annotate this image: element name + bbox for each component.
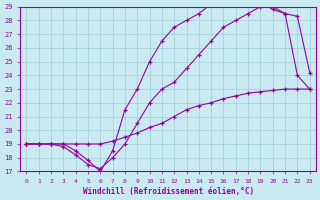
X-axis label: Windchill (Refroidissement éolien,°C): Windchill (Refroidissement éolien,°C) bbox=[83, 187, 254, 196]
